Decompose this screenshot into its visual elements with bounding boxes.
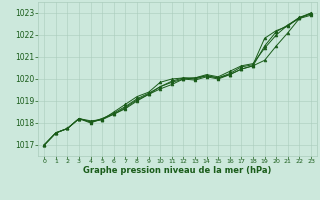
X-axis label: Graphe pression niveau de la mer (hPa): Graphe pression niveau de la mer (hPa) xyxy=(84,166,272,175)
